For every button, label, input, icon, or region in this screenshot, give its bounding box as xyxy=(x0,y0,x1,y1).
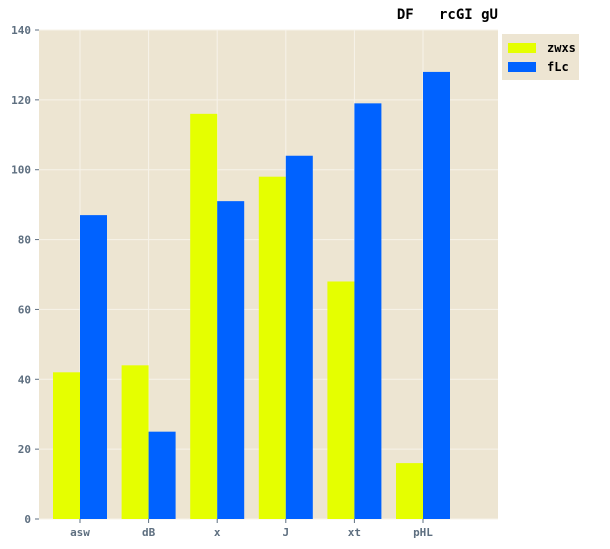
bar-flc-asw xyxy=(80,215,107,519)
bars xyxy=(53,71,450,520)
y-tick-label: 20 xyxy=(18,443,31,456)
x-tick-label: asw xyxy=(70,526,90,539)
legend-swatch-zwxs xyxy=(508,43,536,53)
x-tick-label: J xyxy=(282,526,289,539)
y-tick-label: 140 xyxy=(11,24,31,37)
y-axis-ticks: 0 20 40 60 80 100 120 140 xyxy=(11,24,39,526)
legend: zwxs fLc xyxy=(502,34,579,80)
bar-zwxs-db xyxy=(121,365,149,519)
legend-item-zwxs: zwxs xyxy=(508,41,576,55)
chart-title: DF rcGI gU xyxy=(396,7,498,23)
x-tick-label: pHL xyxy=(413,526,433,539)
legend-label-zwxs: zwxs xyxy=(547,41,576,55)
bar-flc-phl xyxy=(423,71,450,520)
bar-flc-x xyxy=(217,201,245,519)
y-tick-label: 60 xyxy=(18,303,31,316)
y-tick-label: 120 xyxy=(11,94,31,107)
bar-zwxs-j xyxy=(258,176,286,519)
legend-label-flc: fLc xyxy=(547,60,569,74)
bar-zwxs-xt xyxy=(327,281,355,519)
bar-zwxs-x xyxy=(190,113,218,519)
bar-flc-db xyxy=(148,431,176,519)
y-tick-label: 0 xyxy=(24,513,31,526)
y-tick-label: 80 xyxy=(18,234,31,247)
bar-zwxs-asw xyxy=(53,372,80,519)
y-tick-label: 40 xyxy=(18,373,31,386)
bar-flc-xt xyxy=(354,103,382,519)
legend-swatch-flc xyxy=(508,62,536,72)
x-tick-label: xt xyxy=(348,526,361,539)
y-tick-label: 100 xyxy=(11,164,31,177)
x-tick-label: dB xyxy=(142,526,156,539)
bar-flc-j xyxy=(285,155,313,519)
x-tick-label: x xyxy=(214,526,221,539)
bar-zwxs-phl xyxy=(396,463,423,519)
legend-item-flc: fLc xyxy=(508,60,569,74)
